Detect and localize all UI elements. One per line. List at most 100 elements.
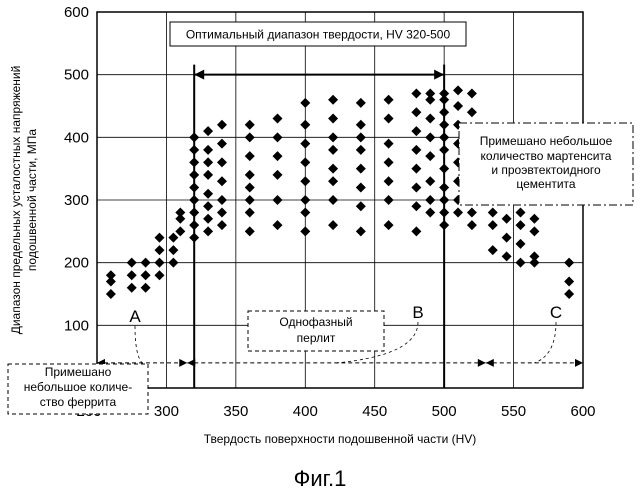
data-point: [189, 220, 199, 230]
data-point: [300, 195, 310, 205]
data-point: [141, 283, 151, 293]
y-tick-label: 100: [64, 317, 89, 334]
region-arrowhead-left: [187, 359, 195, 367]
data-point: [516, 208, 526, 218]
data-point: [411, 145, 421, 155]
x-tick-label: 450: [362, 403, 387, 420]
data-point: [300, 208, 310, 218]
data-point: [516, 239, 526, 249]
y-tick-label: 200: [64, 255, 89, 272]
data-point: [245, 132, 255, 142]
data-point: [439, 145, 449, 155]
data-point: [356, 182, 366, 192]
data-point: [439, 208, 449, 218]
data-point: [154, 270, 164, 280]
y-tick-label: 400: [64, 129, 89, 146]
data-point: [328, 195, 338, 205]
data-point: [189, 170, 199, 180]
data-point: [384, 220, 394, 230]
region-arrowhead-right: [179, 359, 187, 367]
optimal-range-arrow: [194, 70, 444, 80]
data-point: [411, 226, 421, 236]
data-point: [203, 214, 213, 224]
data-point: [245, 195, 255, 205]
data-point: [141, 270, 151, 280]
data-point: [529, 226, 539, 236]
data-point: [217, 195, 227, 205]
data-point: [141, 258, 151, 268]
data-point: [217, 139, 227, 149]
data-point: [453, 85, 463, 95]
data-point: [453, 101, 463, 111]
data-point: [439, 120, 449, 130]
data-point: [488, 245, 498, 255]
region-arrowhead-right: [478, 359, 486, 367]
data-point: [384, 139, 394, 149]
data-point: [502, 214, 512, 224]
region-leader: [135, 326, 142, 363]
martensite-note-line3: и проэвтектоидного: [491, 163, 601, 177]
data-point: [439, 220, 449, 230]
data-point: [217, 176, 227, 186]
x-tick-label: 500: [432, 403, 457, 420]
data-point: [245, 151, 255, 161]
data-point: [273, 114, 283, 124]
data-point: [439, 107, 449, 117]
data-point: [439, 88, 449, 98]
data-point: [425, 176, 435, 186]
data-point: [300, 176, 310, 186]
data-point: [245, 208, 255, 218]
data-point: [356, 132, 366, 142]
data-point: [425, 114, 435, 124]
data-point: [300, 139, 310, 149]
data-point: [273, 195, 283, 205]
data-point: [384, 195, 394, 205]
data-point: [411, 107, 421, 117]
x-tick-label: 600: [570, 403, 595, 420]
data-point: [300, 120, 310, 130]
data-point: [356, 201, 366, 211]
data-point: [168, 258, 178, 268]
data-point: [106, 270, 116, 280]
data-point: [203, 145, 213, 155]
data-point: [529, 214, 539, 224]
y-tick-label: 500: [64, 67, 89, 84]
data-point: [203, 126, 213, 136]
data-point: [273, 151, 283, 161]
ferrite-note-line1: Примешано: [45, 365, 112, 379]
data-point: [356, 120, 366, 130]
data-point: [127, 283, 137, 293]
data-point: [425, 132, 435, 142]
data-point: [529, 251, 539, 261]
x-tick-label: 350: [223, 403, 248, 420]
data-point: [439, 164, 449, 174]
data-point: [300, 157, 310, 167]
data-point: [203, 170, 213, 180]
data-point: [564, 289, 574, 299]
data-point: [467, 107, 477, 117]
data-point: [453, 208, 463, 218]
data-point: [328, 95, 338, 105]
data-point: [356, 98, 366, 108]
data-point: [245, 182, 255, 192]
data-point: [168, 245, 178, 255]
data-point: [467, 220, 477, 230]
figure-caption: Фиг.1: [0, 466, 640, 492]
data-point: [245, 170, 255, 180]
ferrite-note-line3: ство феррита: [40, 395, 117, 409]
data-point: [328, 164, 338, 174]
data-point: [189, 182, 199, 192]
data-point: [189, 233, 199, 243]
optimal-range-arrowhead-right: [434, 70, 444, 80]
data-point: [328, 145, 338, 155]
ferrite-note-line2: небольшое количе-: [24, 380, 132, 394]
pearlite-note-line1: Однофазный: [279, 315, 352, 329]
data-point: [488, 208, 498, 218]
data-point: [203, 201, 213, 211]
data-point: [439, 132, 449, 142]
data-point: [411, 88, 421, 98]
data-point: [411, 182, 421, 192]
optimal-range-arrowhead-left: [194, 70, 204, 80]
martensite-note-line1: Примешано небольшое: [480, 134, 613, 148]
